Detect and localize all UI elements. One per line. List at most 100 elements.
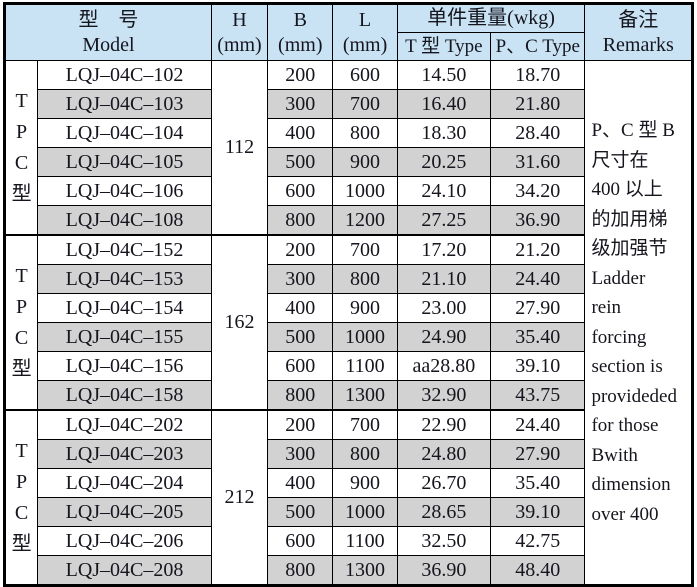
table-row: LQJ–04C–208 800 1300 36.90 48.40: [5, 555, 693, 586]
pc-weight-cell: 34.20: [490, 176, 586, 206]
l-cell: 900: [332, 147, 398, 177]
model-cell: LQJ–04C–106: [37, 176, 212, 206]
table-header: 型 号 Model H (mm) B (mm) L (mm) 单件重量(wkg)…: [4, 3, 693, 61]
model-cell: LQJ–04C–153: [37, 264, 212, 294]
model-cell: LQJ–04C–205: [37, 497, 212, 527]
table-row: LQJ–04C–108 800 1200 27.25 36.90: [5, 205, 693, 236]
t-weight-cell: 26.70: [396, 468, 492, 498]
table-row: LQJ–04C–106 600 1000 24.10 34.20: [5, 176, 693, 206]
pc-weight-cell: 27.90: [490, 293, 586, 323]
group-label-cell: T P C 型: [3, 60, 39, 236]
model-cell: LQJ–04C–108: [37, 205, 212, 236]
b-cell: 600: [267, 351, 334, 381]
header-pc-type: P、C Type: [490, 32, 586, 61]
l-cell: 700: [332, 89, 398, 119]
l-cell: 800: [332, 439, 398, 469]
pc-weight-cell: 24.40: [490, 409, 586, 440]
l-cell: 800: [332, 118, 398, 148]
model-cell: LQJ–04C–154: [37, 293, 212, 323]
l-cell: 900: [332, 293, 398, 323]
table-row: LQJ–04C–156 600 1100 aa28.80 39.10: [5, 351, 693, 381]
t-weight-cell: 27.25: [396, 205, 492, 236]
l-cell: 700: [332, 234, 398, 265]
model-cell: LQJ–04C–102: [37, 60, 212, 90]
t-weight-cell: 20.25: [396, 147, 492, 177]
pc-weight-cell: 24.40: [490, 264, 586, 294]
model-cell: LQJ–04C–155: [37, 322, 212, 352]
spec-table: 型 号 Model H (mm) B (mm) L (mm) 单件重量(wkg)…: [3, 2, 694, 587]
t-weight-cell: 22.90: [396, 409, 492, 440]
header-row-1: 型 号 Model H (mm) B (mm) L (mm) 单件重量(wkg)…: [4, 3, 693, 61]
model-cell: LQJ–04C–208: [37, 555, 212, 586]
h-cell: 212: [210, 409, 269, 586]
model-cell: LQJ–04C–105: [37, 147, 212, 177]
t-weight-cell: 18.30: [396, 118, 492, 148]
header-b: B (mm): [267, 3, 334, 61]
model-cell: LQJ–04C–158: [37, 380, 212, 411]
t-weight-cell: 24.80: [396, 439, 492, 469]
model-cell: LQJ–04C–152: [37, 234, 212, 265]
table-body: T P C 型 LQJ–04C–102 112 200 600 14.50 18…: [3, 60, 693, 586]
pc-weight-cell: 39.10: [490, 497, 586, 527]
model-cell: LQJ–04C–104: [37, 118, 212, 148]
model-cell: LQJ–04C–202: [37, 409, 212, 440]
b-cell: 400: [267, 118, 334, 148]
pc-weight-cell: 21.80: [490, 89, 586, 119]
table-row: LQJ–04C–203 300 800 24.80 27.90: [5, 439, 693, 469]
model-cell: LQJ–04C–206: [37, 526, 212, 556]
b-cell: 400: [267, 293, 334, 323]
b-cell: 500: [267, 147, 334, 177]
model-cell: LQJ–04C–103: [37, 89, 212, 119]
b-cell: 500: [267, 322, 334, 352]
table-row: LQJ–04C–205 500 1000 28.65 39.10: [5, 497, 693, 527]
model-cell: LQJ–04C–204: [37, 468, 212, 498]
header-model: 型 号 Model: [4, 3, 212, 61]
pc-weight-cell: 48.40: [490, 555, 586, 586]
pc-weight-cell: 21.20: [490, 234, 586, 265]
b-cell: 600: [267, 526, 334, 556]
table-row: LQJ–04C–158 800 1300 32.90 43.75: [5, 380, 693, 411]
l-cell: 1100: [332, 351, 398, 381]
b-cell: 800: [267, 205, 334, 236]
model-cell: LQJ–04C–156: [37, 351, 212, 381]
l-cell: 900: [332, 468, 398, 498]
t-weight-cell: 32.50: [396, 526, 492, 556]
pc-weight-cell: 39.10: [490, 351, 586, 381]
table-row: LQJ–04C–105 500 900 20.25 31.60: [5, 147, 693, 177]
group-label-cell: T P C 型: [3, 409, 39, 586]
l-cell: 1300: [332, 555, 398, 586]
pc-weight-cell: 43.75: [490, 380, 586, 411]
pc-weight-cell: 18.70: [490, 60, 586, 90]
b-cell: 200: [267, 60, 334, 90]
header-h: H (mm): [210, 3, 269, 61]
t-weight-cell: 24.90: [396, 322, 492, 352]
table-row: T P C 型 LQJ–04C–102 112 200 600 14.50 18…: [3, 60, 693, 586]
header-t-type: T 型 Type: [396, 32, 492, 61]
pc-weight-cell: 31.60: [490, 147, 586, 177]
l-cell: 1000: [332, 322, 398, 352]
l-cell: 600: [332, 60, 398, 90]
pc-weight-cell: 35.40: [490, 322, 586, 352]
table-row: LQJ–04C–153 300 800 21.10 24.40: [5, 264, 693, 294]
table-row: LQJ–04C–103 300 700 16.40 21.80: [5, 89, 693, 119]
l-cell: 800: [332, 264, 398, 294]
header-row-2: T 型 Type P、C Type: [5, 32, 693, 61]
pc-weight-cell: 27.90: [490, 439, 586, 469]
b-cell: 200: [267, 409, 334, 440]
t-weight-cell: 14.50: [396, 60, 492, 90]
b-cell: 300: [267, 439, 334, 469]
l-cell: 700: [332, 409, 398, 440]
group-label-cell: T P C 型: [3, 234, 39, 411]
table-row: T P C 型 LQJ–04C–152 162 200 700 17.20 21…: [3, 234, 693, 411]
t-weight-cell: 24.10: [396, 176, 492, 206]
h-cell: 162: [210, 234, 269, 411]
remarks-cell: P、C 型 B 尺寸在 400 以上 的加用梯 级加强节 Ladder rein…: [584, 60, 693, 586]
header-l: L (mm): [332, 3, 398, 61]
table-row: LQJ–04C–154 400 900 23.00 27.90: [5, 293, 693, 323]
l-cell: 1200: [332, 205, 398, 236]
b-cell: 300: [267, 264, 334, 294]
b-cell: 400: [267, 468, 334, 498]
header-unit-weight: 单件重量(wkg): [396, 3, 586, 33]
pc-weight-cell: 35.40: [490, 468, 586, 498]
